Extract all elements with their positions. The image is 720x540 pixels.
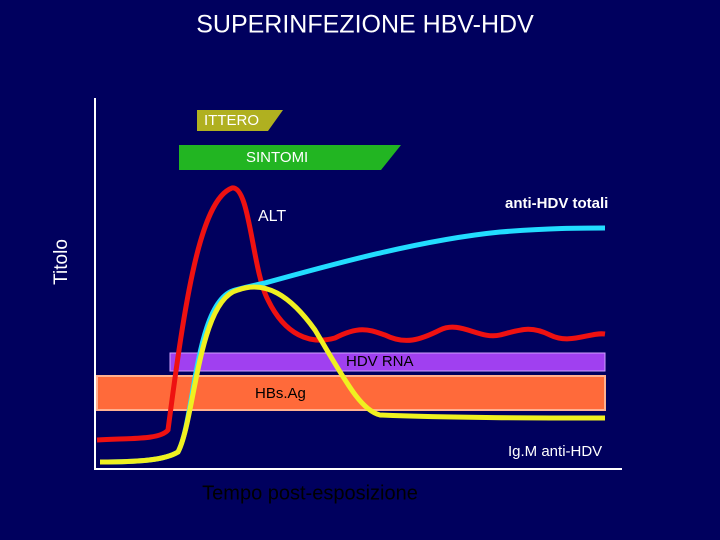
hdv-rna-band: [169, 352, 606, 372]
ittero-band: [197, 110, 283, 131]
igm-label: Ig.M anti-HDV: [508, 443, 602, 460]
sintomi-band: [179, 145, 401, 170]
alt-label: ALT: [258, 208, 286, 225]
x-axis-label: Tempo post-esposizione: [202, 482, 418, 504]
hbsag-label: HBs.Ag: [255, 385, 306, 402]
alt-curve: [96, 185, 606, 443]
y-axis-label: Titolo: [51, 239, 72, 285]
igm-curve: [99, 284, 606, 465]
title: SUPERINFEZIONE HBV-HDV: [196, 11, 534, 39]
hdv-rna-label: HDV RNA: [346, 353, 414, 370]
anti-hdv-label: anti-HDV totali: [505, 195, 608, 212]
ittero-label: ITTERO: [204, 112, 259, 129]
sintomi-label: SINTOMI: [246, 149, 308, 166]
